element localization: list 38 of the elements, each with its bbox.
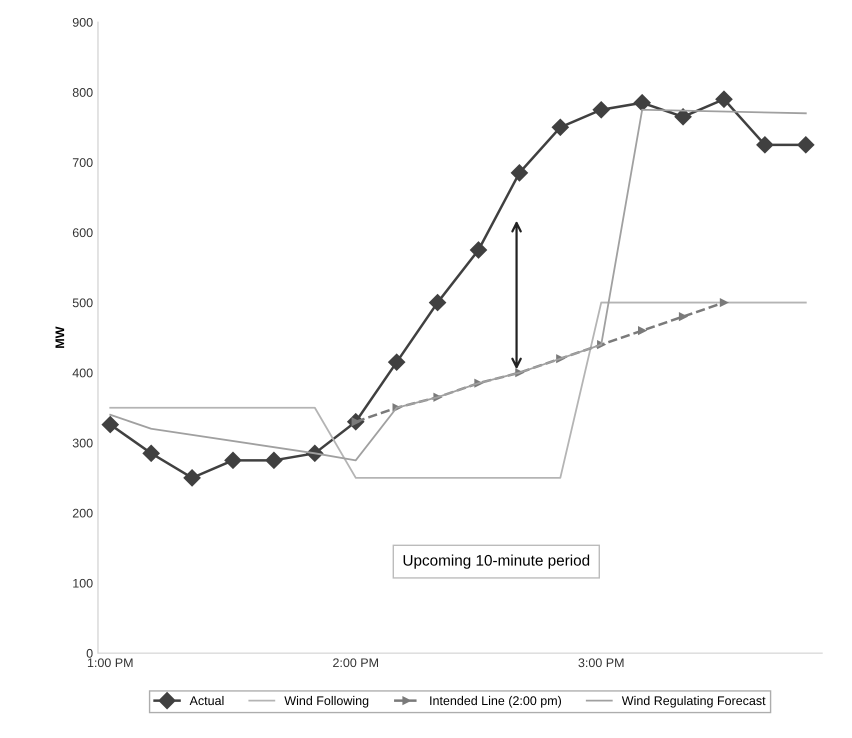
point xyxy=(756,136,774,154)
point xyxy=(592,101,610,118)
y-tick-label: 100 xyxy=(73,578,93,588)
point xyxy=(638,326,646,335)
point xyxy=(429,294,446,312)
point xyxy=(552,118,569,136)
point xyxy=(184,469,201,486)
legend-label: Wind Following xyxy=(284,696,368,708)
point xyxy=(678,312,688,321)
y-tick-label: 200 xyxy=(72,508,93,518)
y-tick-label: 700 xyxy=(72,158,93,168)
point xyxy=(470,241,488,259)
point xyxy=(265,452,282,469)
y-tick-label: 0 xyxy=(86,648,93,658)
point xyxy=(388,354,406,371)
legend-label: Wind Regulating Forecast xyxy=(622,696,766,708)
point xyxy=(102,416,119,434)
legend-label: Intended Line (2:00 pm) xyxy=(430,696,562,708)
point xyxy=(142,444,160,462)
y-tick-label: 500 xyxy=(72,298,93,308)
point xyxy=(674,108,692,126)
y-tick-label: 400 xyxy=(72,368,93,378)
x-tick-label: 1:00 PM xyxy=(88,658,133,668)
y-tick-label: 800 xyxy=(72,88,93,97)
annotation: Upcoming 10-minute period xyxy=(404,554,590,569)
y-tick-label: 600 xyxy=(72,228,93,238)
x-tick-label: 3:00 PM xyxy=(578,658,624,668)
y-tick-label: 900 xyxy=(72,18,93,27)
y-tick-label: 300 xyxy=(72,438,93,448)
point xyxy=(720,298,728,307)
y-axis-title: MW xyxy=(56,326,64,348)
point xyxy=(634,94,651,112)
point xyxy=(797,136,814,154)
point xyxy=(510,164,528,182)
x-tick-label: 2:00 PM xyxy=(333,658,378,668)
legend-label: Actual xyxy=(190,696,224,706)
point xyxy=(715,90,733,108)
point xyxy=(224,452,242,469)
